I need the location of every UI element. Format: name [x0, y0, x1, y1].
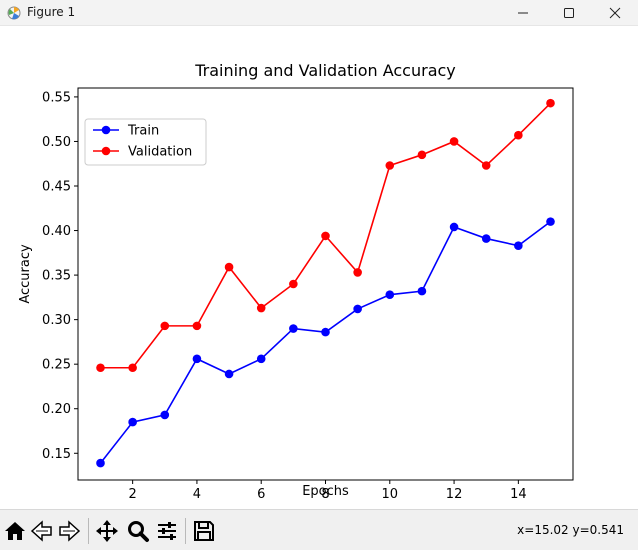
x-tick-label: 4	[193, 487, 201, 502]
chart-title: Training and Validation Accuracy	[194, 61, 456, 80]
back-button[interactable]	[30, 519, 54, 543]
y-tick-label: 0.15	[42, 447, 71, 462]
configure-subplots-button[interactable]	[155, 519, 179, 543]
validation-data-point	[256, 303, 266, 313]
x-tick-label: 6	[257, 487, 265, 502]
home-icon	[5, 522, 25, 540]
maximize-button[interactable]	[546, 0, 592, 26]
figure-canvas[interactable]: Training and Validation Accuracy 2 4 6 8 10 1…	[0, 26, 638, 509]
train-data-point	[321, 327, 330, 337]
matplotlib-app-icon	[6, 5, 22, 21]
validation-data-point	[353, 268, 362, 277]
y-tick-label: 0.40	[42, 224, 71, 239]
window-titlebar: Figure 1	[0, 0, 638, 26]
y-axis-label: Accuracy	[18, 244, 33, 304]
legend-label-validation: Validation	[128, 145, 192, 160]
train-data-point	[160, 410, 170, 420]
accuracy-chart: Training and Validation Accuracy 2 4 6 8 10 1…	[18, 61, 574, 502]
y-tick-label: 0.20	[42, 402, 71, 417]
validation-data-point	[514, 130, 523, 140]
x-tick-label: 10	[382, 487, 399, 502]
legend-marker-train	[101, 125, 111, 135]
x-tick-label: 2	[129, 487, 137, 502]
validation-data-point	[321, 231, 330, 241]
back-icon	[30, 520, 52, 542]
zoom-icon	[128, 521, 149, 542]
minimize-button[interactable]	[500, 0, 546, 26]
pan-button[interactable]	[95, 519, 119, 543]
train-data-point	[128, 417, 137, 427]
legend-marker-validation	[101, 146, 111, 156]
forward-button[interactable]	[57, 519, 81, 543]
train-data-point	[256, 354, 266, 364]
validation-data-point	[96, 363, 105, 373]
y-tick-label: 0.50	[42, 135, 71, 150]
close-button[interactable]	[592, 0, 638, 26]
configure-icon	[158, 522, 176, 540]
pan-icon	[96, 520, 118, 542]
validation-data-point	[417, 150, 427, 160]
save-icon	[194, 521, 214, 541]
navigation-toolbar: x=15.02 y=0.541	[0, 509, 638, 550]
zoom-button[interactable]	[126, 519, 150, 543]
maximize-icon	[564, 8, 574, 18]
toolbar-separator	[185, 518, 186, 544]
train-data-point	[192, 354, 202, 364]
train-data-point	[96, 458, 105, 468]
window-title: Figure 1	[27, 5, 76, 19]
validation-data-point	[289, 279, 298, 289]
train-data-point	[385, 290, 395, 299]
minimize-icon	[518, 12, 528, 14]
home-button[interactable]	[3, 519, 27, 543]
train-data-point	[481, 234, 491, 243]
validation-data-point	[546, 98, 555, 108]
legend: Train Validation	[84, 118, 207, 166]
y-tick-label: 0.55	[42, 90, 71, 105]
validation-data-point	[449, 137, 459, 146]
y-tick-label: 0.25	[42, 358, 71, 373]
train-data-point	[289, 324, 298, 333]
y-tick-label: 0.30	[42, 313, 71, 328]
validation-data-point	[481, 161, 491, 170]
train-data-point	[546, 217, 555, 226]
x-tick-label: 12	[446, 487, 463, 502]
y-tick-label: 0.45	[42, 180, 71, 195]
close-icon	[609, 7, 621, 19]
legend-label-train: Train	[127, 124, 159, 139]
toolbar-separator	[88, 518, 89, 544]
validation-data-point	[128, 363, 137, 373]
x-axis-label: Epochs	[302, 484, 349, 499]
train-data-point	[353, 304, 362, 314]
x-tick-label: 8	[321, 487, 329, 502]
x-tick-label: 14	[510, 487, 527, 502]
cursor-coordinates: x=15.02 y=0.541	[517, 523, 624, 537]
validation-data-point	[224, 262, 234, 272]
train-data-point	[224, 369, 234, 379]
forward-icon	[59, 520, 81, 542]
validation-data-point	[192, 321, 202, 331]
save-button[interactable]	[192, 519, 216, 543]
validation-data-point	[385, 161, 395, 170]
train-data-point	[449, 222, 459, 232]
validation-data-point	[160, 321, 170, 331]
train-data-point	[417, 286, 427, 296]
y-tick-label: 0.35	[42, 269, 71, 284]
train-data-point	[514, 241, 523, 250]
